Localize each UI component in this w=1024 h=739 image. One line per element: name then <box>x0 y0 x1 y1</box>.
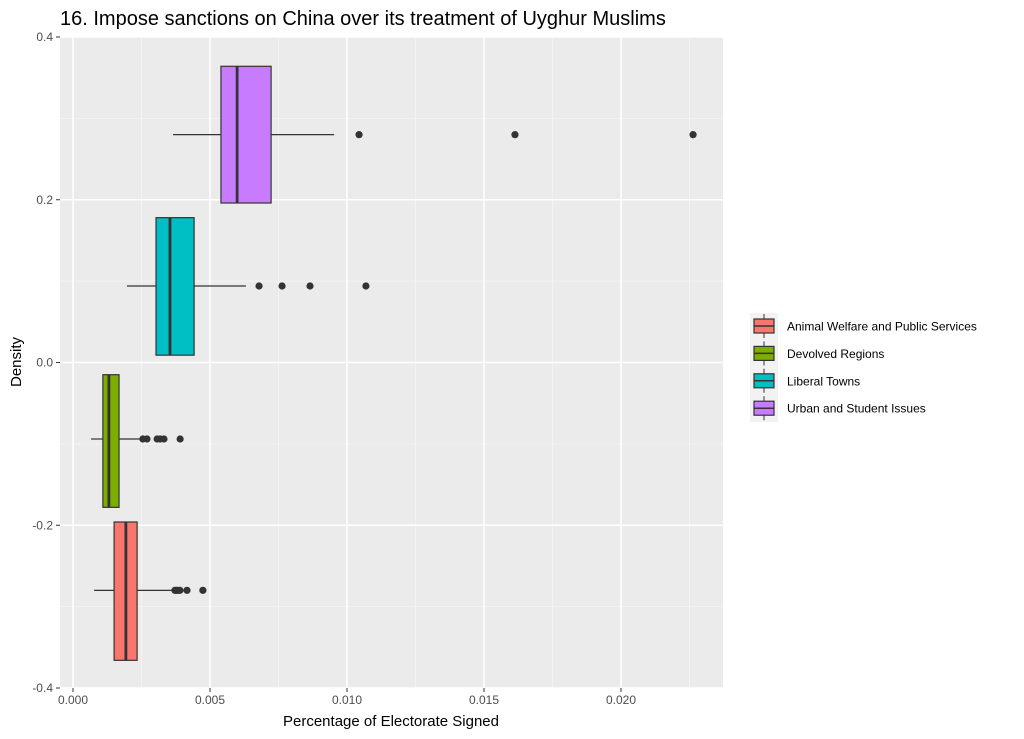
box <box>102 374 120 508</box>
y-tick-label: -0.4 <box>32 681 53 695</box>
boxplot-liberal-towns <box>126 217 370 356</box>
y-axis-label: Density <box>8 336 25 387</box>
legend-item: Liberal Towns <box>753 368 860 393</box>
outlier-point <box>176 435 184 443</box>
boxplot-urban-and-student-issues <box>173 65 697 204</box>
x-tick-label: 0.020 <box>606 693 636 707</box>
outlier-point <box>511 131 519 139</box>
outlier-point <box>278 282 286 290</box>
legend-label: Animal Welfare and Public Services <box>787 320 977 334</box>
y-tick-label: 0.0 <box>36 356 53 370</box>
outlier-point <box>199 586 207 594</box>
outlier-point <box>306 282 314 290</box>
x-tick-label: 0.015 <box>469 693 499 707</box>
outlier-point <box>183 586 191 594</box>
x-tick-label: 0.005 <box>195 693 225 707</box>
legend-label: Urban and Student Issues <box>787 402 926 416</box>
y-tick-label: 0.4 <box>36 30 53 44</box>
outlier-point <box>689 131 697 139</box>
outlier-point <box>160 435 168 443</box>
outlier-point <box>355 131 363 139</box>
boxplot-devolved-regions <box>91 374 184 508</box>
legend-label: Liberal Towns <box>787 374 860 388</box>
y-tick-label: -0.2 <box>32 518 53 532</box>
outlier-point <box>176 586 184 594</box>
box <box>155 217 195 356</box>
outlier-point <box>255 282 263 290</box>
legend-item: Animal Welfare and Public Services <box>753 314 977 338</box>
legend-item: Devolved Regions <box>753 341 884 366</box>
outlier-point <box>362 282 370 290</box>
legend-label: Devolved Regions <box>787 347 884 361</box>
outlier-point <box>143 435 151 443</box>
legend-item: Urban and Student Issues <box>753 396 926 421</box>
x-axis-label: Percentage of Electorate Signed <box>283 713 499 730</box>
boxplot-animal-welfare-and-public-services <box>94 521 207 661</box>
x-tick-label: 0.000 <box>58 693 88 707</box>
legend: Animal Welfare and Public Services Devolv… <box>750 313 977 422</box>
chart-title: 16. Impose sanctions on China over its t… <box>60 8 666 30</box>
y-tick-label: 0.2 <box>36 193 53 207</box>
box <box>220 65 272 204</box>
x-tick-label: 0.010 <box>332 693 362 707</box>
